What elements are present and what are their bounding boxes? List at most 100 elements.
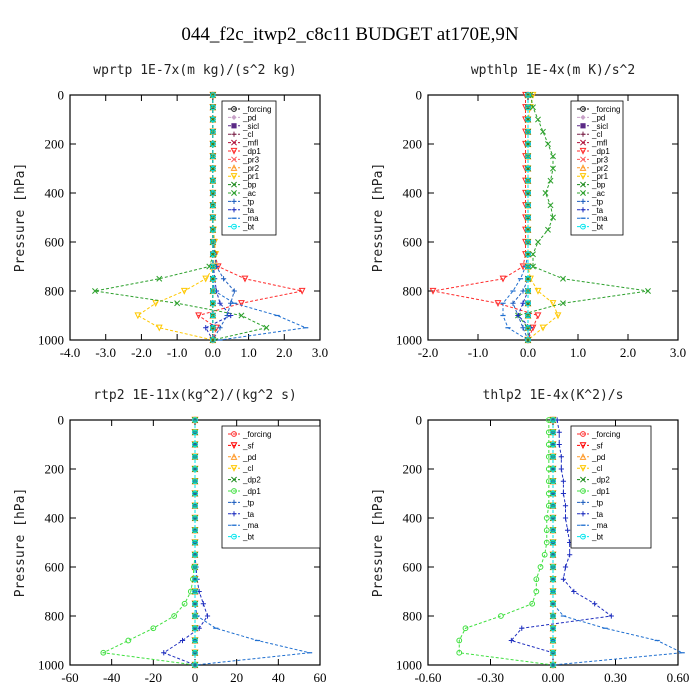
data-point bbox=[560, 478, 567, 484]
legend-label: _dp1 bbox=[242, 147, 261, 156]
data-point bbox=[530, 251, 536, 258]
legend-label: _ma bbox=[242, 214, 259, 223]
data-point bbox=[530, 104, 536, 111]
data-point bbox=[192, 576, 198, 583]
data-point bbox=[550, 600, 556, 607]
data-point bbox=[529, 600, 536, 607]
data-point bbox=[241, 275, 249, 283]
x-tick-label: 1.0 bbox=[240, 345, 256, 360]
legend-marker bbox=[580, 181, 586, 188]
data-point bbox=[541, 551, 548, 558]
legend-marker bbox=[231, 499, 237, 505]
data-point bbox=[562, 564, 569, 570]
legend-marker bbox=[231, 431, 237, 437]
legend-marker bbox=[231, 476, 237, 483]
data-point bbox=[100, 649, 107, 656]
legend-marker bbox=[230, 173, 238, 180]
data-point bbox=[550, 527, 556, 534]
y-tick-label: 0 bbox=[58, 413, 65, 428]
legend: _forcing_pd_sicl_cl_mfl_dp1_pr3_pr2_pr1_… bbox=[570, 100, 624, 236]
data-point bbox=[156, 275, 163, 282]
panel-title: wpthlp 1E-4x(m K)/s^2 bbox=[471, 63, 635, 78]
data-point bbox=[220, 276, 227, 282]
data-point bbox=[560, 576, 567, 582]
data-point bbox=[217, 325, 223, 331]
x-tick-label: 0.60 bbox=[667, 670, 690, 685]
data-point bbox=[209, 288, 216, 294]
data-point bbox=[550, 515, 556, 521]
legend-label: _forcing bbox=[591, 105, 620, 114]
series-bt bbox=[525, 92, 531, 343]
data-point bbox=[192, 539, 198, 546]
y-tick-label: 0 bbox=[416, 413, 423, 428]
data-point bbox=[499, 275, 507, 283]
data-point bbox=[462, 625, 469, 632]
data-point bbox=[558, 454, 564, 460]
x-tick-label: 0.30 bbox=[604, 670, 627, 685]
data-point bbox=[556, 441, 562, 448]
x-tick-label: 1.0 bbox=[570, 345, 586, 360]
legend-marker bbox=[231, 156, 237, 163]
legend-marker bbox=[231, 131, 237, 137]
data-point bbox=[520, 325, 526, 331]
panel-title: rtp2 1E-11x(kg^2)/(kg^2 s) bbox=[93, 388, 297, 403]
data-point bbox=[533, 588, 540, 595]
data-point bbox=[209, 312, 216, 319]
legend-marker bbox=[231, 139, 237, 146]
legend-label: _bp bbox=[242, 181, 257, 190]
data-point bbox=[192, 417, 198, 423]
legend-label: _cl bbox=[242, 130, 253, 139]
legend-marker bbox=[580, 533, 586, 540]
legend-marker bbox=[231, 198, 237, 204]
legend-label: _pd bbox=[242, 113, 256, 122]
data-point bbox=[550, 576, 556, 583]
legend-label: _dp2 bbox=[242, 476, 261, 485]
legend-label: _pr1 bbox=[242, 172, 260, 181]
legend-label: _forcing bbox=[591, 430, 620, 439]
panel-1: wprtp 1E-7x(m kg)/(s^2 kg) Pressure [hPa]… bbox=[13, 63, 328, 360]
data-point bbox=[554, 312, 562, 320]
data-point bbox=[547, 177, 554, 184]
data-point bbox=[534, 287, 542, 295]
data-point bbox=[204, 613, 211, 619]
data-point bbox=[550, 453, 556, 460]
legend-marker bbox=[231, 181, 237, 188]
data-point bbox=[549, 300, 557, 307]
x-tick-label: -4.0 bbox=[60, 345, 81, 360]
data-point bbox=[525, 251, 531, 258]
data-point bbox=[161, 650, 167, 656]
y-tick-label: 200 bbox=[403, 137, 423, 152]
data-point bbox=[525, 116, 531, 123]
panel-3: rtp2 1E-11x(kg^2)/(kg^2 s) Pressure [hPa]… bbox=[13, 388, 327, 685]
data-point bbox=[560, 490, 567, 497]
y-tick-label: 800 bbox=[45, 609, 65, 624]
data-point bbox=[263, 324, 270, 331]
series-line bbox=[458, 420, 554, 666]
legend-label: _tp bbox=[242, 498, 255, 507]
data-point bbox=[192, 600, 198, 607]
data-point bbox=[192, 564, 198, 570]
legend-marker bbox=[580, 190, 586, 196]
data-point bbox=[192, 662, 198, 668]
legend-marker bbox=[231, 533, 237, 540]
data-point bbox=[550, 466, 556, 472]
data-point bbox=[209, 226, 216, 233]
data-point bbox=[209, 177, 216, 184]
data-point bbox=[180, 287, 188, 295]
y-tick-label: 400 bbox=[403, 511, 423, 526]
series-ta bbox=[161, 417, 211, 668]
data-point bbox=[520, 288, 526, 294]
legend-label: _pr1 bbox=[591, 172, 609, 181]
data-point bbox=[209, 202, 216, 209]
data-point bbox=[192, 502, 198, 509]
x-tick-label: -1.0 bbox=[468, 345, 489, 360]
data-point bbox=[209, 92, 216, 98]
data-point bbox=[192, 515, 198, 521]
data-point bbox=[192, 466, 198, 472]
data-point bbox=[174, 300, 181, 307]
legend-marker bbox=[230, 147, 238, 155]
data-point bbox=[217, 300, 223, 306]
legend-marker bbox=[580, 431, 586, 437]
legend-label: _cl bbox=[591, 130, 602, 139]
data-point bbox=[525, 141, 531, 147]
